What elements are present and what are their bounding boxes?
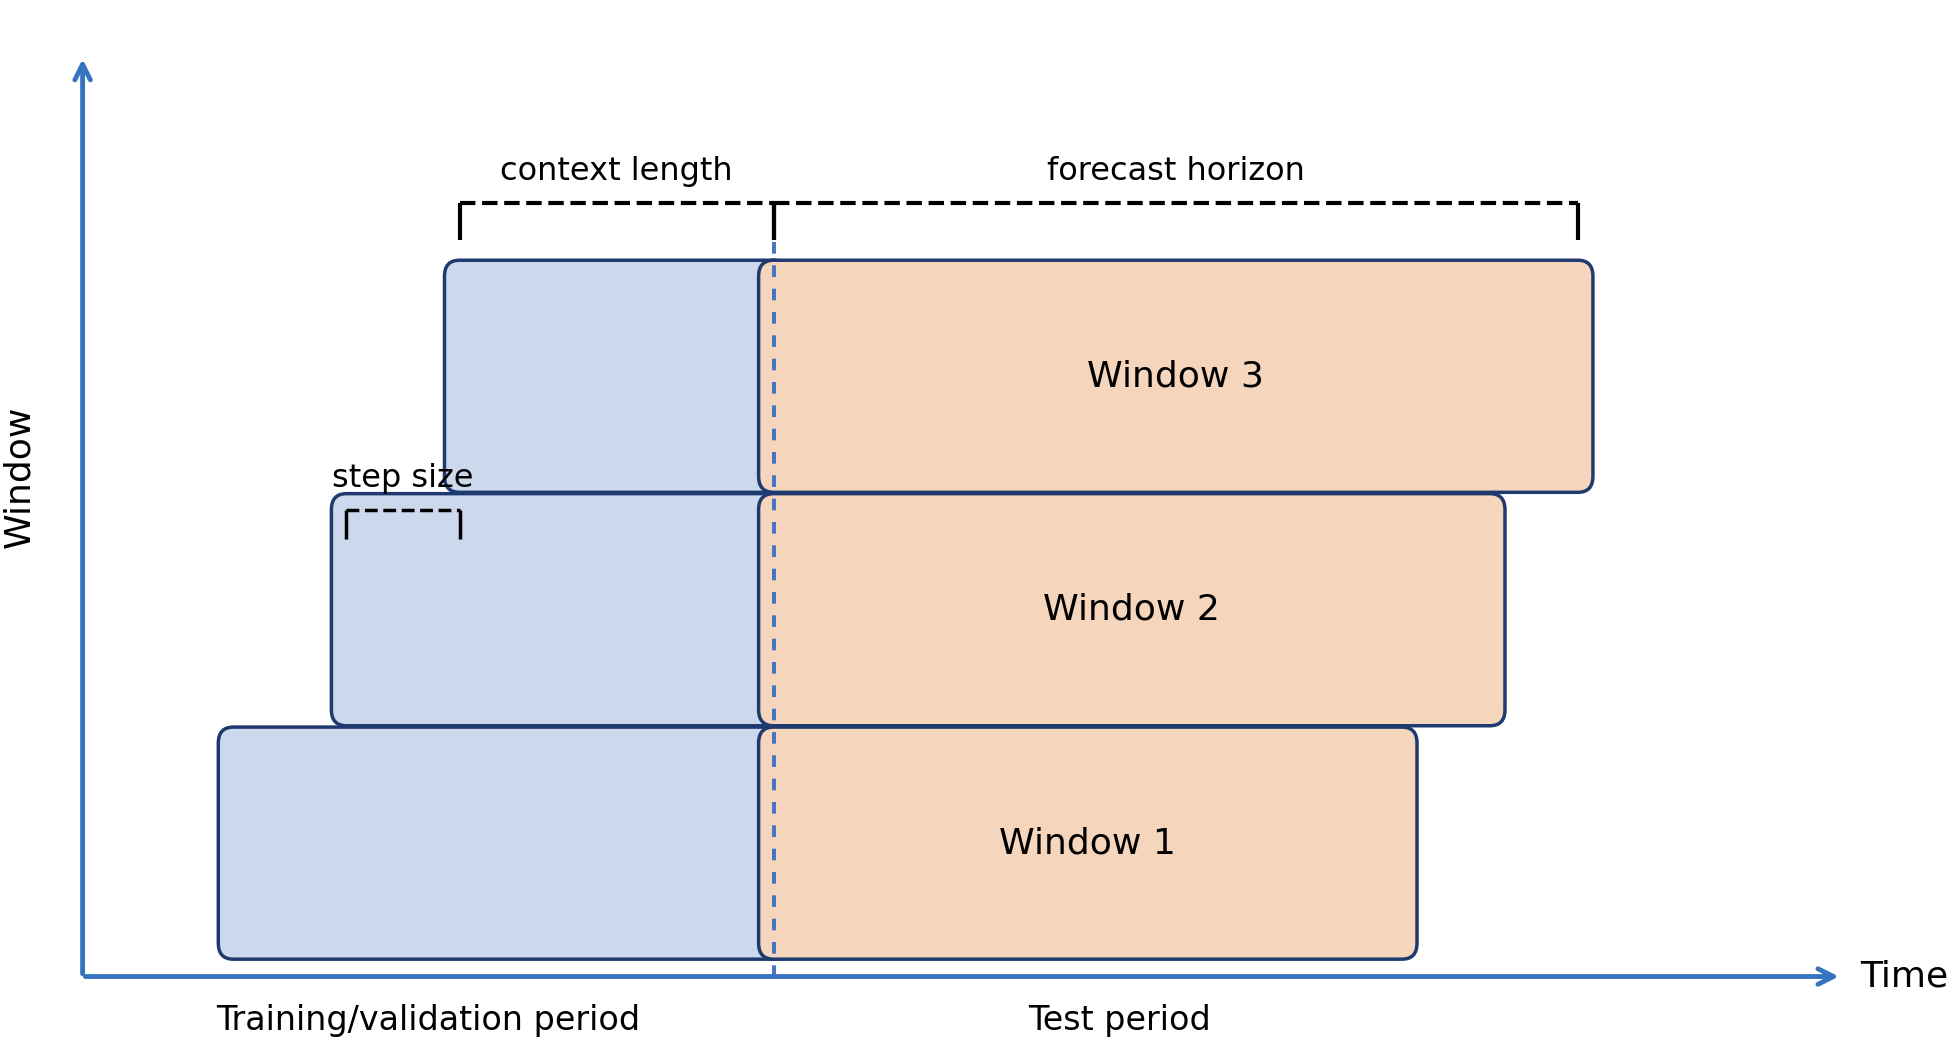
Text: Time: Time xyxy=(1860,959,1948,994)
Text: forecast horizon: forecast horizon xyxy=(1047,156,1305,187)
Text: Window: Window xyxy=(2,405,37,547)
FancyBboxPatch shape xyxy=(759,494,1505,726)
FancyBboxPatch shape xyxy=(759,727,1417,959)
Text: Training/validation period: Training/validation period xyxy=(216,1003,641,1037)
Text: Window 3: Window 3 xyxy=(1088,359,1264,393)
Text: step size: step size xyxy=(333,462,474,494)
FancyBboxPatch shape xyxy=(331,494,788,726)
FancyBboxPatch shape xyxy=(445,260,788,493)
FancyBboxPatch shape xyxy=(218,727,788,959)
FancyBboxPatch shape xyxy=(759,260,1593,493)
Text: Window 1: Window 1 xyxy=(1000,826,1176,860)
Text: Window 2: Window 2 xyxy=(1043,593,1221,627)
Text: Test period: Test period xyxy=(1027,1003,1211,1037)
Text: context length: context length xyxy=(500,156,733,187)
